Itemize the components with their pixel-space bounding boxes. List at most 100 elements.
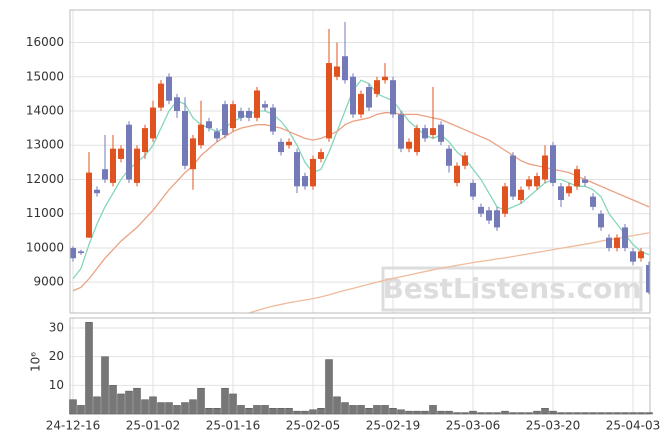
candle-body [446, 148, 452, 166]
candle-body [454, 165, 460, 183]
volume-bar [261, 405, 269, 415]
volume-bar [581, 412, 589, 415]
x-tick-label: 25-02-05 [286, 419, 340, 433]
volume-bar [501, 410, 509, 415]
volume-bar [277, 408, 285, 415]
volume-bar [285, 408, 293, 415]
y-tick-label: 30 [49, 321, 64, 335]
volume-bar [629, 412, 637, 415]
candle-body [398, 114, 404, 149]
price-frame [69, 9, 651, 314]
candle-body [286, 141, 292, 146]
volume-bar [573, 412, 581, 415]
volume-bar [157, 402, 165, 415]
candle-body [526, 179, 532, 187]
candle-body [142, 128, 148, 153]
candle-body [630, 251, 636, 262]
watermark-box [381, 266, 643, 312]
y-tick-label: 9000 [33, 275, 64, 289]
candle-body [558, 186, 564, 201]
volume-bar [365, 408, 373, 415]
volume-bar [117, 393, 125, 415]
volume-bar [341, 402, 349, 415]
volume-bar [509, 412, 517, 415]
y-tick-label: 11000 [26, 206, 64, 220]
volume-bar [493, 412, 501, 415]
volume-bar [325, 359, 333, 415]
candle-body [486, 210, 492, 221]
volume-bar [485, 412, 493, 415]
volume-bar [389, 408, 397, 415]
x-tick-label: 25-04-03 [606, 419, 660, 433]
volume-bar [645, 412, 653, 415]
candle-body [550, 145, 556, 183]
y-tick-label: 13000 [26, 138, 64, 152]
watermark: BestListens.com [382, 272, 641, 305]
volume-axis-label: 10⁶ [29, 352, 43, 372]
volume-bar [533, 410, 541, 415]
candle-body [494, 210, 500, 228]
volume-bar [181, 402, 189, 415]
candle-body [262, 104, 268, 108]
candle-body [270, 107, 276, 132]
volume-bar [397, 409, 405, 415]
y-tick-label: 16000 [26, 35, 64, 49]
candle-body [238, 111, 244, 118]
moving-average-line [72, 112, 650, 292]
x-tick-label: 25-02-19 [366, 419, 420, 433]
candle-body [422, 128, 428, 139]
volume-bar [429, 405, 437, 415]
volume-bar [317, 408, 325, 415]
volume-bar [445, 410, 453, 415]
volume-bar [245, 408, 253, 415]
volume-bar [141, 399, 149, 415]
volume-bar [93, 396, 101, 415]
candle-body [350, 76, 356, 115]
candle-body [358, 93, 364, 115]
candle-body [182, 111, 188, 166]
volume-bar [381, 405, 389, 415]
candle-body [158, 83, 164, 108]
candle-body [134, 148, 140, 183]
x-tick-label: 25-03-20 [526, 419, 580, 433]
y-tick-label: 12000 [26, 172, 64, 186]
candle-body [542, 155, 548, 180]
volume-bar [237, 405, 245, 415]
candle-body [78, 251, 84, 254]
volume-bar [453, 412, 461, 415]
candle-body [222, 104, 228, 135]
volume-bar [357, 405, 365, 415]
volume-bar [605, 412, 613, 415]
candle-body [230, 104, 236, 129]
candle-body [102, 169, 108, 180]
volume-bar [461, 412, 469, 415]
candle-body [406, 141, 412, 149]
candle-body [174, 97, 180, 111]
volume-bar [229, 393, 237, 415]
volume-frame [69, 317, 651, 415]
candle-body [638, 251, 644, 259]
y-tick-label: 20 [49, 349, 64, 363]
candle-body [510, 155, 516, 197]
volume-bar [565, 412, 573, 415]
volume-bar [133, 387, 141, 415]
volume-bar [333, 396, 341, 415]
candle-body [414, 128, 420, 153]
volume-bar [589, 412, 597, 415]
volume-bar [101, 356, 109, 415]
moving-average-line [248, 232, 650, 313]
volume-bar [125, 390, 133, 415]
volume-bar [413, 410, 421, 415]
candle-body [246, 111, 252, 118]
candle-body [310, 158, 316, 187]
x-tick-label: 25-01-16 [206, 419, 260, 433]
candle-body [110, 148, 116, 183]
volume-bar [109, 385, 117, 415]
volume-bar [309, 409, 317, 415]
volume-bar [85, 322, 93, 415]
volume-bar [437, 410, 445, 415]
volume-bar [557, 412, 565, 415]
x-tick-label: 25-01-02 [126, 419, 180, 433]
volume-bar [293, 410, 301, 415]
